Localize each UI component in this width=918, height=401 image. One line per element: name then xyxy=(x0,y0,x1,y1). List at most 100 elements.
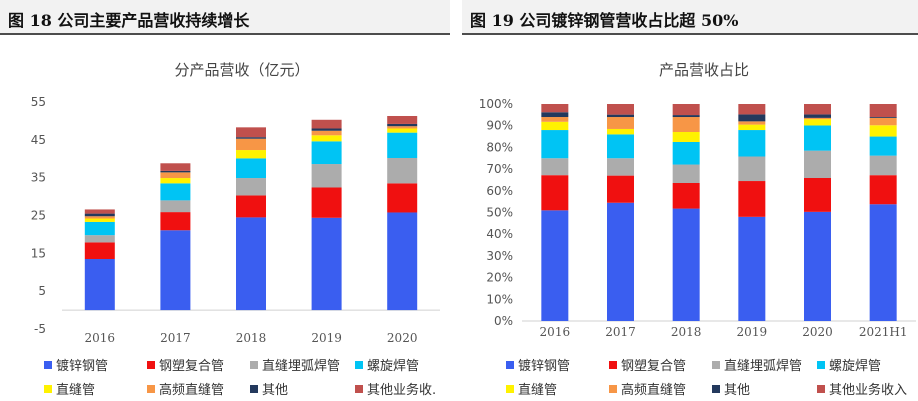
y-tick-label: 45 xyxy=(31,133,46,147)
bar-segment xyxy=(387,183,418,213)
bar-segment xyxy=(236,150,266,159)
x-tick-label: 2020 xyxy=(802,325,833,339)
bar-segment xyxy=(672,164,700,183)
bar-segment xyxy=(738,121,766,125)
bar-segment xyxy=(541,175,569,211)
bar-segment xyxy=(804,125,831,151)
figure-header: 图 19 公司镀锌钢管营收占比超 50% xyxy=(462,0,918,35)
legend-item: 其他业务收入 xyxy=(817,379,907,398)
legend-swatch xyxy=(44,361,52,369)
bar-segment xyxy=(311,141,342,165)
bar-segment xyxy=(84,235,115,243)
y-tick-label: 50% xyxy=(486,206,513,220)
bar-segment xyxy=(672,104,700,116)
bar-segment xyxy=(236,195,266,218)
y-tick-label: -5 xyxy=(34,322,46,336)
bar-segment xyxy=(672,182,700,209)
bar-segment xyxy=(160,170,191,173)
bar-segment xyxy=(311,135,342,142)
bar-segment xyxy=(738,156,766,182)
bar-segment xyxy=(672,115,700,118)
legend-label: 螺旋焊管 xyxy=(829,359,882,374)
legend-item: 钢塑复合管 xyxy=(147,355,224,374)
bar-segment xyxy=(387,115,418,124)
bar-segment xyxy=(607,158,634,176)
y-tick-label: 35 xyxy=(31,171,46,185)
figure-header: 图 18 公司主要产品营收持续增长 xyxy=(0,0,450,35)
bar-segment xyxy=(541,112,569,118)
legend-swatch xyxy=(250,385,258,393)
x-tick-label: 2016 xyxy=(540,325,571,339)
legend-swatch xyxy=(506,385,514,393)
bar-segment xyxy=(236,217,266,311)
legend-item: 螺旋焊管 xyxy=(817,355,881,374)
bar-segment xyxy=(607,128,634,135)
bar-segment xyxy=(607,202,634,321)
legend-item: 钢塑复合管 xyxy=(609,355,686,374)
y-tick-label: 90% xyxy=(486,119,513,133)
bar-segment xyxy=(672,117,700,132)
bar-segment xyxy=(311,187,342,218)
chart-panel-share: 图 19 公司镀锌钢管营收占比超 50% 产品营收占比 0% 10% 20% 30% 40… xyxy=(462,0,918,401)
x-tick-label: 2021H1 xyxy=(859,325,908,339)
bar-segment xyxy=(387,123,418,127)
bar-segment xyxy=(738,181,766,217)
legend-swatch xyxy=(712,361,720,369)
y-tick-label: 10% xyxy=(486,292,513,306)
bar-segment xyxy=(804,104,831,115)
bar-segment xyxy=(84,218,115,222)
legend-swatch xyxy=(147,361,155,369)
x-tick-label: 2017 xyxy=(605,325,636,339)
legend-swatch xyxy=(506,361,514,369)
legend-label: 直缝埋弧焊管 xyxy=(724,359,803,374)
legend-label: 钢塑复合管 xyxy=(621,359,687,374)
y-tick-label: 25 xyxy=(31,209,46,223)
bar-segment xyxy=(804,114,831,118)
bar-segment xyxy=(607,175,634,203)
legend-item: 其他业务收. xyxy=(355,379,436,398)
legend-label: 镀锌钢管 xyxy=(56,359,109,374)
bar-segment xyxy=(869,204,897,321)
bar-segment xyxy=(738,114,766,122)
bar-segment xyxy=(541,130,569,159)
bar-segment xyxy=(311,164,342,188)
legend-label: 高频直缝管 xyxy=(621,383,687,398)
y-tick-label: 40% xyxy=(486,227,513,241)
legend-label: 其他业务收. xyxy=(367,383,437,398)
bar-segment xyxy=(84,221,115,236)
bar-segment xyxy=(311,128,342,131)
bar-segment xyxy=(387,132,418,158)
legend-item: 其他 xyxy=(250,379,288,398)
x-tick-label: 2019 xyxy=(311,331,342,345)
legend-item: 高频直缝管 xyxy=(147,379,224,398)
y-tick-label: 80% xyxy=(486,140,513,154)
bar-segment xyxy=(607,114,634,118)
bar-segment xyxy=(160,172,191,179)
bar-segment xyxy=(311,217,342,311)
x-tick-label: 2018 xyxy=(236,331,267,345)
legend-swatch xyxy=(817,385,825,393)
bar-segment xyxy=(738,124,766,131)
bar-segment xyxy=(869,117,897,126)
legend-item: 镀锌钢管 xyxy=(506,355,570,374)
legend-item: 螺旋焊管 xyxy=(355,355,419,374)
bar-segment xyxy=(869,155,897,176)
y-tick-label: 0% xyxy=(494,314,513,328)
bar-segment xyxy=(607,117,634,129)
legend-item: 直缝管 xyxy=(44,379,95,398)
bar-segment xyxy=(541,158,569,176)
bar-segment xyxy=(541,104,569,113)
bar-segment xyxy=(672,208,700,321)
legend-label: 直缝管 xyxy=(56,383,96,398)
bar-segment xyxy=(607,134,634,159)
legend-swatch xyxy=(609,385,617,393)
bar-segment xyxy=(84,209,115,214)
y-tick-label: 100% xyxy=(479,97,513,111)
chart-title: 分产品营收（亿元） xyxy=(174,61,309,79)
y-tick-label: 30% xyxy=(486,249,513,263)
bar-segment xyxy=(236,127,266,138)
legend-label: 直缝管 xyxy=(518,383,558,398)
bar-segment xyxy=(869,104,897,118)
bar-segment xyxy=(160,200,191,213)
bar-segment xyxy=(84,259,115,311)
